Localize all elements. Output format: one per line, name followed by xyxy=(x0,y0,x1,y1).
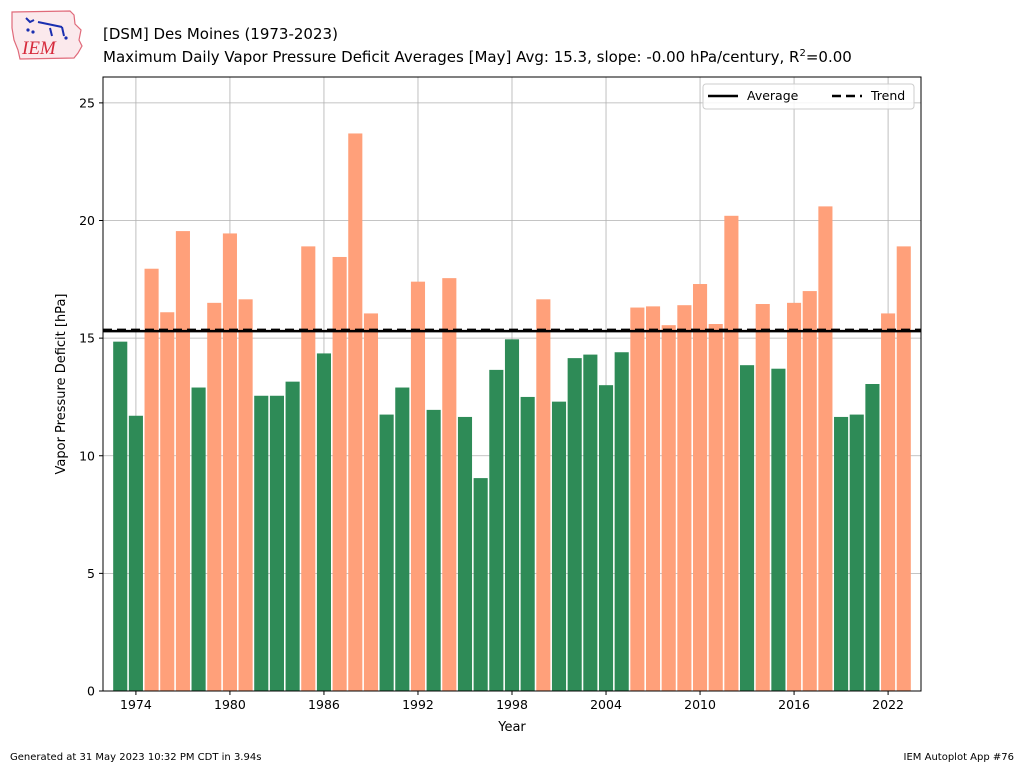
y-tick-label: 10 xyxy=(79,448,95,463)
bar-2020 xyxy=(849,414,864,691)
bar-2014 xyxy=(755,304,770,691)
axes-layer: 1974 1980 1986 1992 1998 2004 2010 2016 2022 0 5 10… xyxy=(79,95,904,712)
bar-1994 xyxy=(442,278,457,691)
y-tick-label: 20 xyxy=(79,213,95,228)
y-tick-label: 25 xyxy=(79,95,95,110)
bar-2008 xyxy=(661,325,676,691)
bar-2023 xyxy=(896,246,911,691)
subtitle-superscript: 2 xyxy=(799,48,806,59)
bar-1992 xyxy=(410,281,426,691)
bar-2019 xyxy=(834,416,849,691)
legend: Average Trend xyxy=(702,83,915,110)
y-tick-label: 15 xyxy=(79,331,95,346)
reference-lines-layer xyxy=(103,328,921,333)
bar-2013 xyxy=(740,365,755,691)
y-tick-label: 5 xyxy=(87,566,95,581)
bar-2002 xyxy=(567,358,582,691)
chart-subtitle: Maximum Daily Vapor Pressure Deficit Ave… xyxy=(103,48,852,66)
subtitle-suffix: =0.00 xyxy=(805,48,852,66)
bar-2021 xyxy=(865,384,880,691)
bar-1979 xyxy=(207,302,222,691)
bar-2022 xyxy=(881,313,896,691)
x-tick-label: 1986 xyxy=(308,697,340,712)
bar-1975 xyxy=(144,268,159,691)
legend-trend-label: Trend xyxy=(870,88,905,103)
bar-1976 xyxy=(160,312,175,691)
legend-box xyxy=(702,83,915,110)
bar-2011 xyxy=(708,324,723,691)
bar-1980 xyxy=(222,233,237,691)
bar-1982 xyxy=(254,395,269,691)
bar-2009 xyxy=(677,305,692,691)
bar-2018 xyxy=(818,206,833,692)
bar-2010 xyxy=(692,284,708,691)
bar-1983 xyxy=(269,395,284,691)
bar-2007 xyxy=(645,306,661,691)
bar-1986 xyxy=(316,353,332,691)
bar-1977 xyxy=(175,231,190,691)
bar-1999 xyxy=(520,396,535,691)
bar-1996 xyxy=(473,478,488,691)
legend-average-label: Average xyxy=(747,88,799,103)
bar-1995 xyxy=(457,416,473,691)
x-tick-label: 2010 xyxy=(684,697,716,712)
bar-2006 xyxy=(630,307,645,691)
bar-1990 xyxy=(379,414,394,691)
bar-2003 xyxy=(583,354,598,691)
bar-1974 xyxy=(128,415,143,691)
bar-1973 xyxy=(113,341,128,691)
x-tick-label: 2022 xyxy=(872,697,904,712)
footer-generated-text: Generated at 31 May 2023 10:32 PM CDT in… xyxy=(10,752,262,763)
iowa-state-outline-icon xyxy=(11,10,83,60)
bar-1991 xyxy=(395,387,410,691)
bar-1981 xyxy=(238,299,253,691)
x-tick-label: 2016 xyxy=(778,697,810,712)
x-tick-label: 1998 xyxy=(496,697,528,712)
bar-1997 xyxy=(489,369,504,691)
bar-1984 xyxy=(285,381,300,691)
x-axis-label: Year xyxy=(497,720,526,735)
bar-2001 xyxy=(551,401,567,691)
chart-title: [DSM] Des Moines (1973-2023) xyxy=(103,25,338,43)
y-tick-label: 0 xyxy=(87,684,95,699)
subtitle-text: Maximum Daily Vapor Pressure Deficit Ave… xyxy=(103,48,800,66)
x-tick-label: 1992 xyxy=(402,697,434,712)
bar-1985 xyxy=(301,246,316,691)
x-tick-label: 1980 xyxy=(214,697,246,712)
logo-text: IEM xyxy=(21,38,57,59)
bar-2016 xyxy=(787,302,802,691)
iem-logo: IEM xyxy=(11,10,83,60)
bar-1988 xyxy=(348,133,363,691)
bar-2017 xyxy=(802,291,817,691)
bar-1998 xyxy=(504,339,520,691)
bar-2004 xyxy=(598,385,614,691)
bar-2000 xyxy=(536,299,551,691)
bar-2005 xyxy=(614,352,629,691)
bar-2012 xyxy=(724,215,739,691)
y-axis-label: Vapor Pressure Deficit [hPa] xyxy=(54,294,69,475)
weather-symbol-icon xyxy=(25,17,65,37)
bar-2015 xyxy=(771,368,786,691)
footer-app-id: IEM Autoplot App #76 xyxy=(903,752,1014,763)
bars-layer xyxy=(113,133,911,692)
x-tick-label: 1974 xyxy=(120,697,152,712)
bar-1987 xyxy=(332,256,347,691)
bar-1993 xyxy=(426,409,441,691)
bar-1989 xyxy=(363,313,379,691)
x-tick-label: 2004 xyxy=(590,697,622,712)
bar-1978 xyxy=(191,387,206,691)
